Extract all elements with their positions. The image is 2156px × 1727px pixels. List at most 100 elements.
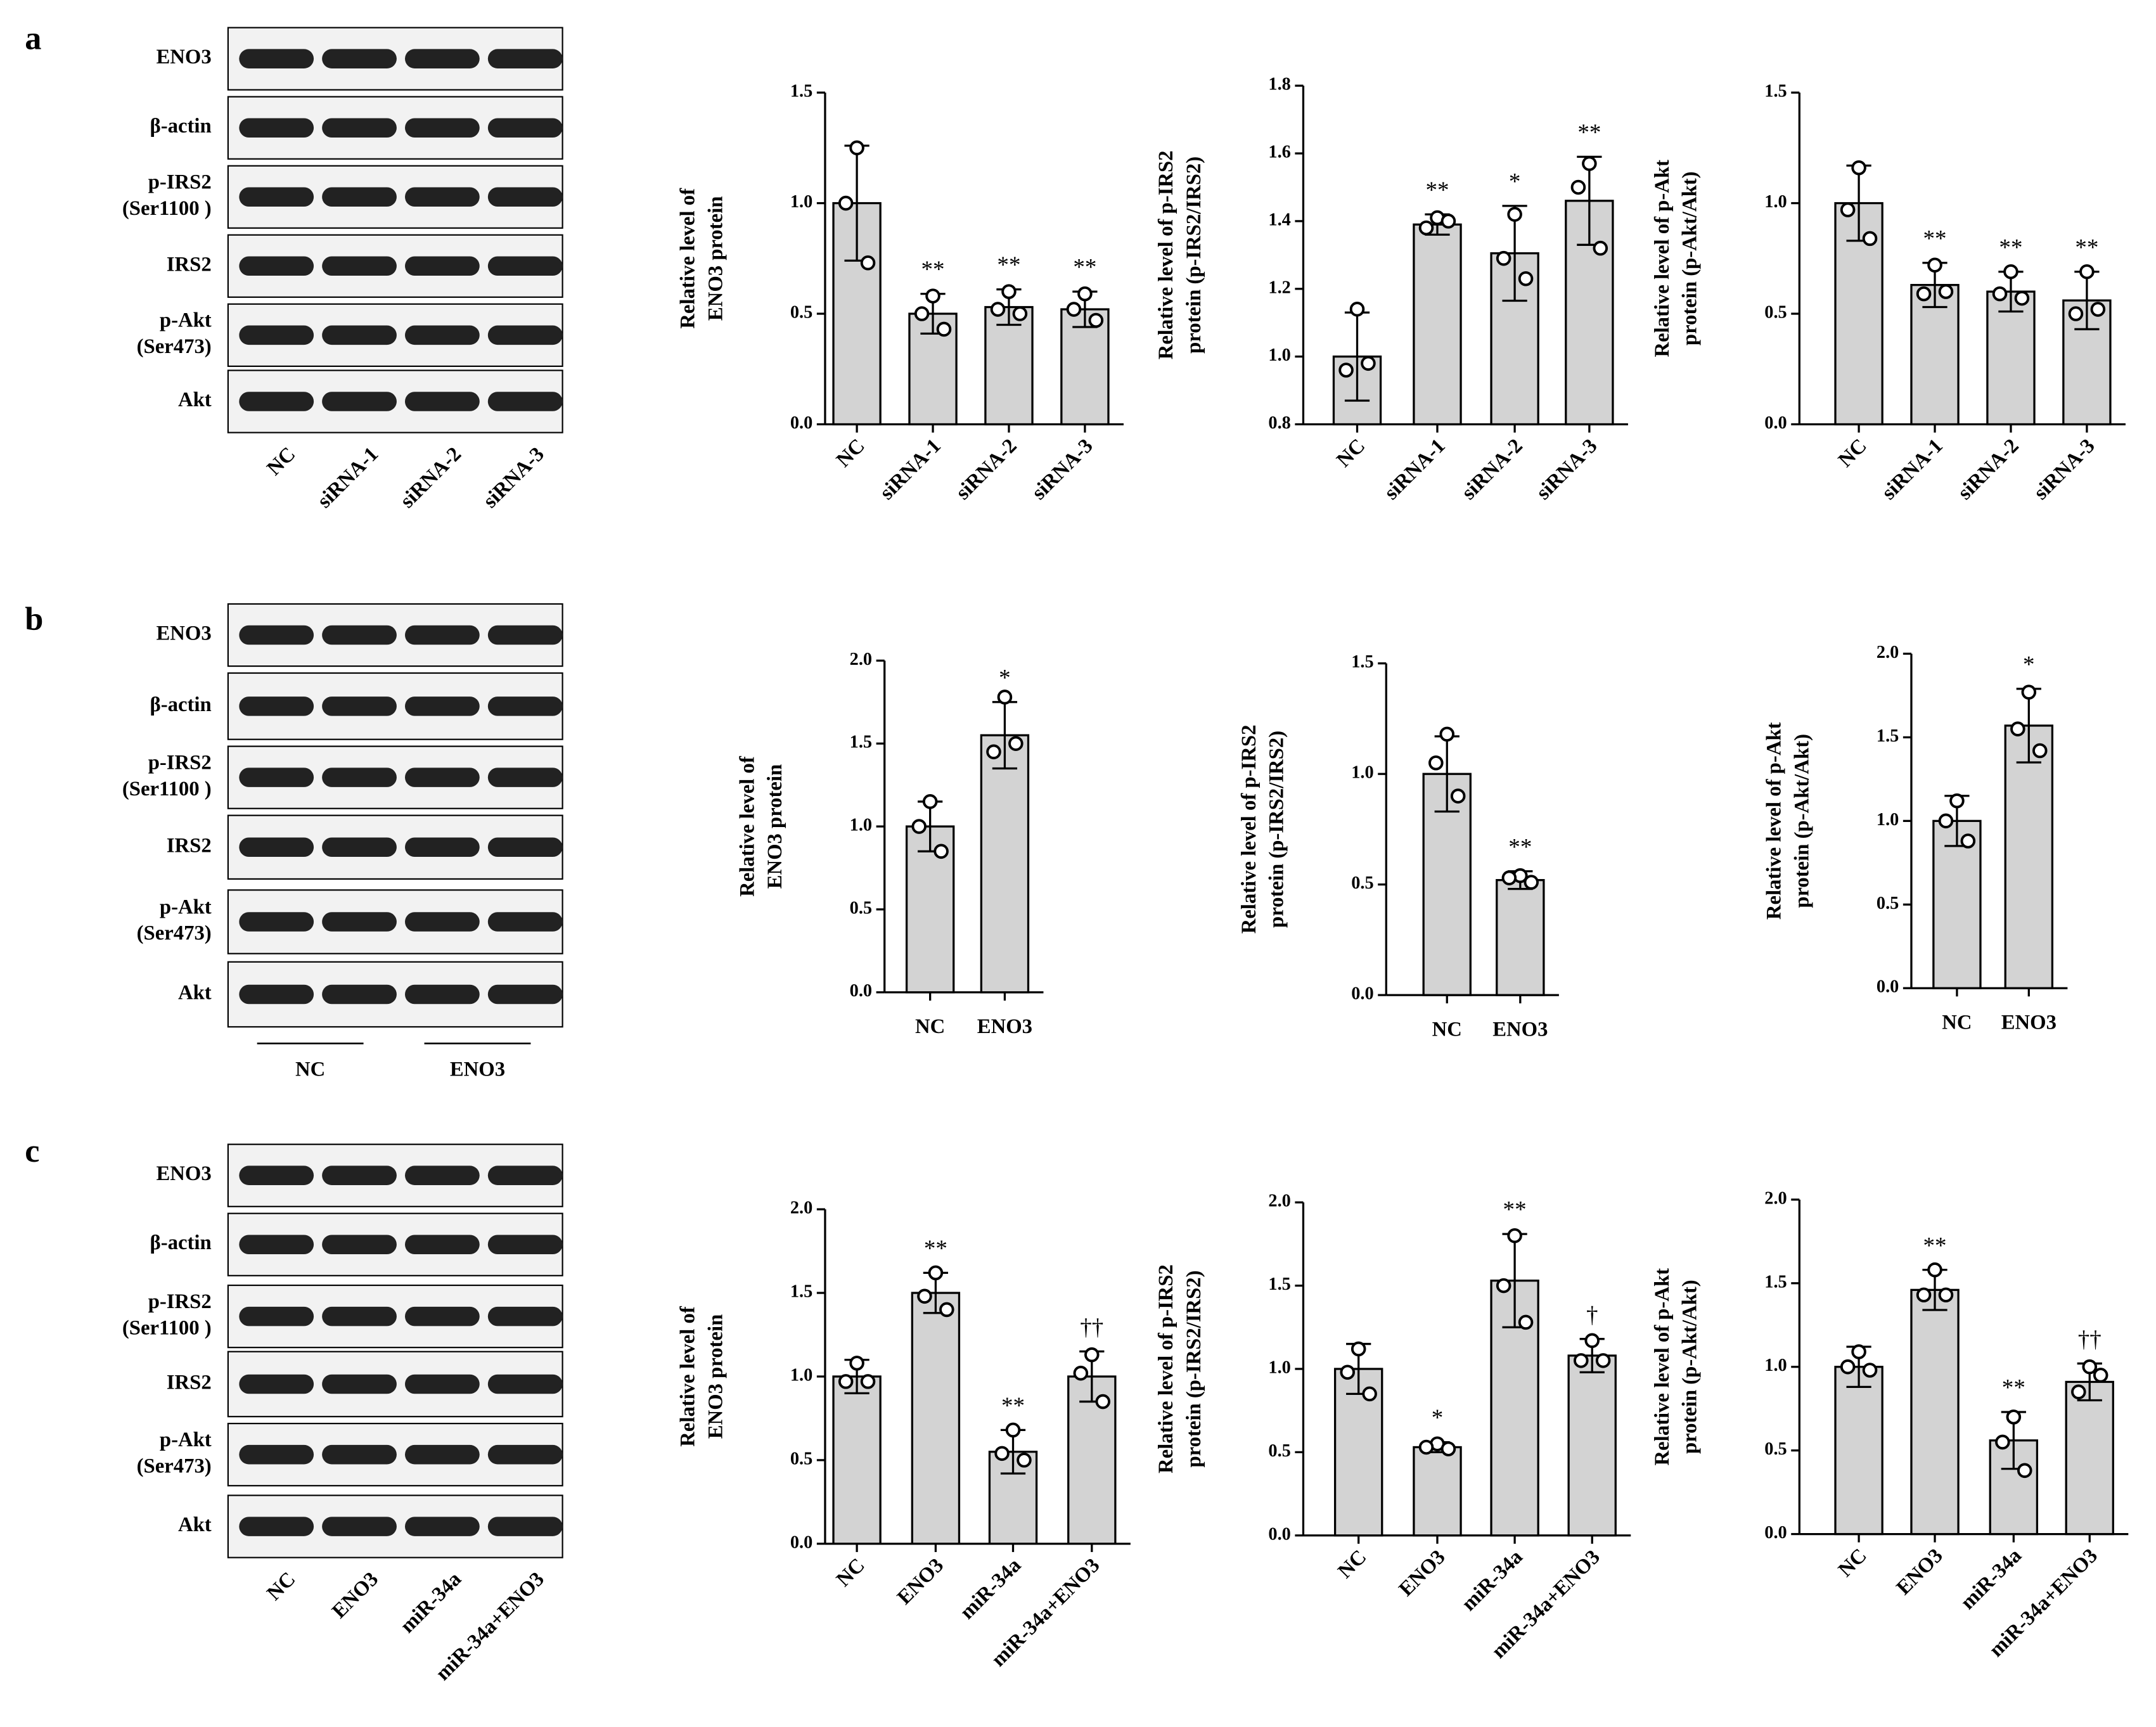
band: [322, 118, 397, 138]
band: [405, 625, 480, 645]
band: [322, 256, 397, 276]
band: [239, 984, 314, 1005]
band: [322, 1517, 397, 1536]
data-point: [1496, 1278, 1511, 1294]
row-label: p-Akt: [160, 1428, 212, 1451]
data-point: [1584, 1333, 1600, 1349]
band: [239, 325, 314, 345]
x-tick-label: ENO3: [977, 1015, 1032, 1038]
significance-label: **: [997, 252, 1020, 278]
band: [322, 187, 397, 207]
y-axis-label: Relative level of: [677, 188, 700, 329]
y-tick-label: 0.5: [1351, 873, 1373, 893]
y-tick-label: 1.0: [1351, 763, 1373, 783]
band: [487, 1444, 563, 1465]
y-tick-label: 1.5: [1351, 652, 1373, 672]
lane-label: siRNA-3: [479, 443, 549, 513]
band: [405, 1517, 480, 1536]
bar: [1060, 308, 1110, 426]
band: [322, 912, 397, 932]
band: [405, 118, 480, 138]
lane-label: miR-34a: [396, 1568, 466, 1638]
bar: [2065, 1380, 2114, 1536]
data-point: [1916, 286, 1932, 302]
row-label: ENO3: [156, 46, 211, 68]
y-tick-label: 2.0: [1268, 1191, 1290, 1211]
data-point: [2032, 743, 2048, 759]
y-tick-label: 0.0: [1877, 977, 1899, 997]
row-label: ENO3: [156, 622, 211, 645]
y-tick-label: 1.2: [1268, 278, 1290, 297]
x-tick-label: miR-34a: [956, 1554, 1025, 1624]
lane-label: NC: [262, 443, 300, 480]
data-point: [1362, 1386, 1377, 1402]
data-point: [1593, 240, 1608, 256]
y-tick-label: 0.5: [1268, 1441, 1290, 1461]
significance-label: **: [1073, 255, 1096, 281]
data-point: [1938, 284, 1954, 299]
data-point: [1862, 1363, 1878, 1378]
data-point: [1518, 1314, 1534, 1330]
band: [322, 837, 397, 857]
data-point: [1862, 231, 1878, 247]
band: [487, 118, 563, 138]
x-tick-label: ENO3: [1492, 1018, 1548, 1041]
band: [322, 1444, 397, 1465]
panel-label: c: [25, 1133, 39, 1169]
x-tick-label: siRNA-3: [2029, 435, 2099, 504]
band: [405, 1374, 480, 1394]
row-label: IRS2: [167, 1371, 212, 1394]
x-tick-label: NC: [1432, 1018, 1462, 1041]
band: [405, 187, 480, 207]
y-tick-label: 1.0: [1877, 810, 1899, 830]
data-point: [936, 321, 952, 337]
data-point: [986, 744, 1001, 760]
band: [239, 837, 314, 857]
data-point: [917, 1288, 932, 1304]
data-point: [2021, 684, 2037, 700]
row-label: β-actin: [150, 115, 212, 138]
y-axis-label: protein (p-IRS2/IRS2): [1183, 1270, 1205, 1467]
row-label: (Ser1100 ): [122, 1316, 212, 1339]
x-tick-label: miR-34a: [1956, 1544, 2026, 1614]
bar: [1910, 284, 1960, 426]
data-point: [1938, 1287, 1954, 1303]
y-tick-label: 0.5: [1764, 1439, 1787, 1459]
x-tick-label: NC: [1942, 1011, 1972, 1034]
x-tick-label: NC: [832, 1554, 869, 1591]
row-label: ENO3: [156, 1162, 211, 1185]
panel-label: a: [25, 20, 41, 56]
band: [322, 1165, 397, 1185]
data-point: [849, 1356, 864, 1371]
y-tick-label: 1.0: [790, 192, 812, 212]
data-point: [1507, 207, 1522, 222]
data-point: [1077, 286, 1093, 302]
data-point: [2093, 1368, 2108, 1383]
data-point: [1518, 271, 1534, 286]
row-label: β-actin: [150, 693, 212, 716]
band: [487, 187, 563, 207]
band: [487, 912, 563, 932]
bar: [1496, 879, 1545, 996]
data-point: [1927, 257, 1942, 273]
y-axis-label: Relative level of p-IRS2: [1155, 150, 1177, 359]
y-tick-label: 0.5: [790, 1449, 812, 1468]
data-point: [1441, 214, 1456, 229]
y-tick-label: 0.0: [850, 981, 872, 1001]
x-tick-label: NC: [1834, 1544, 1871, 1582]
data-point: [1418, 220, 1434, 236]
y-axis-label: protein (p-Akt/Akt): [1679, 171, 1702, 345]
significance-label: **: [1577, 120, 1601, 146]
data-point: [1439, 726, 1455, 742]
band: [239, 697, 314, 716]
significance-label: **: [1508, 834, 1532, 860]
data-point: [2017, 1463, 2032, 1479]
y-tick-label: 0.0: [1351, 984, 1373, 1004]
data-point: [1066, 302, 1082, 317]
band: [487, 1306, 563, 1326]
data-point: [1851, 160, 1866, 176]
band: [487, 1374, 563, 1394]
y-tick-label: 0.0: [1764, 413, 1787, 433]
band: [322, 1235, 397, 1254]
y-tick-label: 0.8: [1268, 413, 1290, 433]
